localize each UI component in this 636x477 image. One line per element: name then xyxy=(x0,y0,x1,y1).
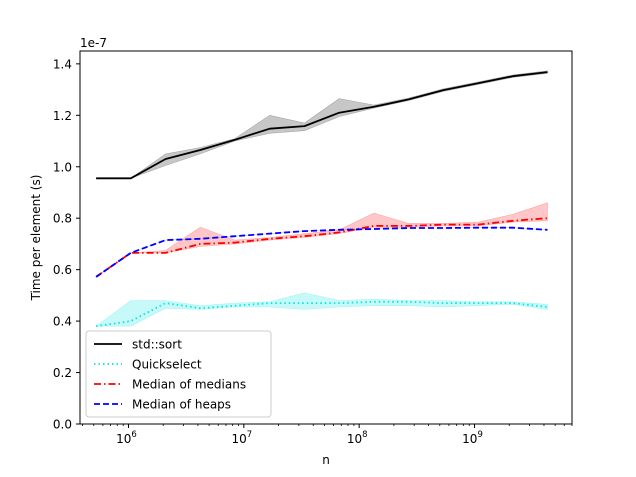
legend-box xyxy=(85,330,272,418)
y-tick-label: 1.2 xyxy=(53,109,72,123)
y-scale-label: 1e-7 xyxy=(80,36,107,50)
x-tick-label: 107 xyxy=(231,430,252,446)
band-quickselect xyxy=(95,292,548,327)
series-line-std-sort xyxy=(96,71,548,180)
x-tick-label: 106 xyxy=(116,430,137,446)
y-tick-label: 0.6 xyxy=(53,263,72,277)
x-tick-label: 108 xyxy=(347,430,368,446)
legend-label-quickselect: Quickselect xyxy=(132,358,202,372)
y-tick-label: 0.8 xyxy=(53,212,72,226)
y-tick-label: 0.4 xyxy=(53,315,72,329)
y-tick-label: 1.0 xyxy=(53,160,72,174)
series-line-median-of-heaps xyxy=(95,226,548,278)
x-axis-label: n xyxy=(322,453,330,467)
plot-frame xyxy=(79,50,573,425)
y-tick-label: 0.2 xyxy=(53,366,72,380)
series-line-median-of-medians xyxy=(95,217,548,278)
x-tick-label: 109 xyxy=(462,430,483,446)
y-axis-label: Time per element (s) xyxy=(29,175,43,302)
axes: 0.0 0.2 0.4 0.6 0.8 1.0 1.2 1.4 106 107 108 109 xyxy=(53,50,573,446)
y-tick-label: 1.4 xyxy=(53,57,72,71)
legend-label-median-of-heaps: Median of heaps xyxy=(132,398,231,412)
y-tick-label: 0.0 xyxy=(53,418,72,432)
legend-label-std-sort: std::sort xyxy=(132,338,182,352)
legend-label-median-of-medians: Median of medians xyxy=(132,378,246,392)
series-lines xyxy=(95,71,548,328)
